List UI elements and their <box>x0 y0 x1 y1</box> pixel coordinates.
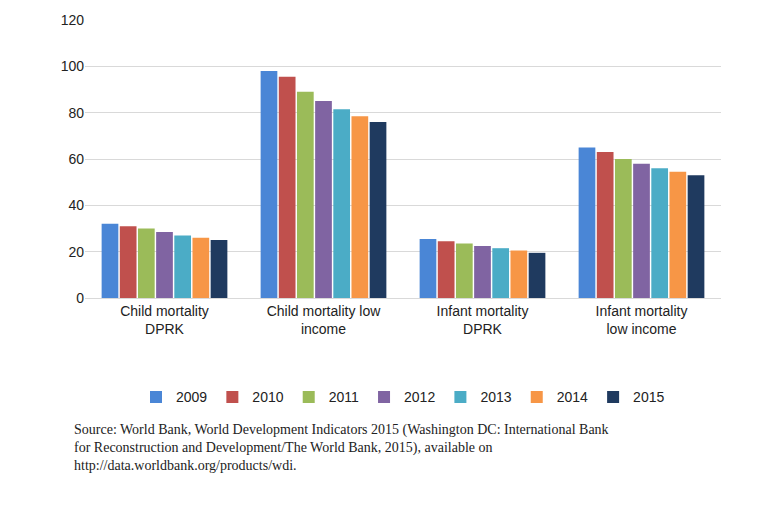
svg-text:120: 120 <box>61 12 85 28</box>
svg-text:Source: World Bank, World Deve: Source: World Bank, World Development In… <box>74 422 609 473</box>
svg-text:80: 80 <box>68 105 84 121</box>
svg-text:Child mortalityDPRK: Child mortalityDPRK <box>120 303 209 337</box>
svg-text:2015: 2015 <box>633 389 664 405</box>
svg-text:2009: 2009 <box>176 389 207 405</box>
svg-text:2014: 2014 <box>557 389 588 405</box>
svg-text:2011: 2011 <box>329 389 359 405</box>
svg-text:40: 40 <box>68 197 84 213</box>
svg-text:20: 20 <box>68 244 84 260</box>
svg-text:Infant mortalityDPRK: Infant mortalityDPRK <box>437 303 529 337</box>
svg-text:Child mortality lowincome: Child mortality lowincome <box>267 303 381 337</box>
svg-text:0: 0 <box>76 290 84 306</box>
svg-text:60: 60 <box>68 151 84 167</box>
svg-text:2013: 2013 <box>480 389 511 405</box>
svg-text:2010: 2010 <box>252 389 283 405</box>
svg-text:2012: 2012 <box>404 389 435 405</box>
svg-text:100: 100 <box>61 58 85 74</box>
svg-text:Infant mortalitylow income: Infant mortalitylow income <box>596 303 688 337</box>
